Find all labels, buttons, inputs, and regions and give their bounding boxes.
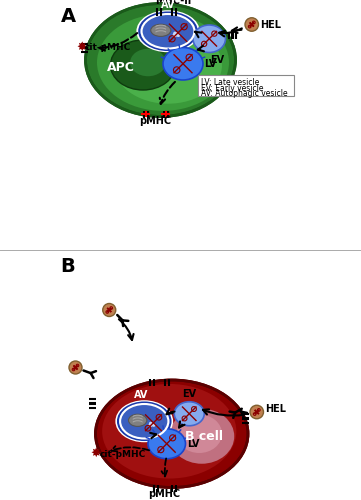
Circle shape (103, 304, 116, 316)
Ellipse shape (174, 402, 204, 426)
Text: cit-pMHC: cit-pMHC (99, 450, 145, 459)
Ellipse shape (120, 404, 168, 438)
Ellipse shape (102, 384, 236, 478)
Text: ✸: ✸ (77, 41, 87, 54)
Circle shape (148, 424, 152, 428)
Text: AV: AV (161, 0, 175, 10)
Text: ✸: ✸ (90, 447, 101, 460)
Text: HEL: HEL (261, 20, 282, 30)
Text: pMHC: pMHC (148, 489, 180, 499)
Ellipse shape (118, 402, 170, 440)
Ellipse shape (169, 409, 234, 464)
Text: B: B (61, 258, 75, 276)
Ellipse shape (163, 48, 203, 80)
Ellipse shape (177, 414, 222, 453)
Text: MHC-II: MHC-II (155, 0, 191, 6)
Circle shape (245, 18, 258, 31)
Circle shape (151, 422, 155, 426)
Circle shape (69, 361, 82, 374)
Text: pMHC: pMHC (139, 116, 171, 126)
Ellipse shape (151, 24, 171, 36)
Text: HEL: HEL (265, 404, 287, 414)
Text: EV: Early vesicle: EV: Early vesicle (201, 84, 264, 93)
Text: LV: LV (187, 439, 199, 449)
Text: B cell: B cell (185, 430, 223, 443)
Ellipse shape (139, 12, 197, 50)
Ellipse shape (116, 400, 173, 442)
Text: APC: APC (106, 61, 134, 74)
Circle shape (250, 405, 264, 419)
Circle shape (176, 33, 180, 37)
Text: LV: LV (204, 58, 217, 68)
Circle shape (152, 423, 156, 427)
Ellipse shape (148, 428, 186, 459)
Ellipse shape (110, 40, 175, 90)
FancyBboxPatch shape (198, 75, 294, 96)
Circle shape (173, 34, 177, 38)
Text: EV: EV (210, 55, 225, 65)
Ellipse shape (193, 25, 226, 52)
Text: AV: Autophagic vesicle: AV: Autophagic vesicle (201, 89, 288, 98)
Text: cit-pMHC: cit-pMHC (84, 44, 130, 52)
Ellipse shape (136, 10, 200, 52)
Ellipse shape (130, 49, 166, 76)
Text: A: A (61, 8, 75, 26)
Ellipse shape (86, 4, 235, 116)
Circle shape (173, 32, 177, 36)
Text: EV: EV (182, 389, 196, 399)
Ellipse shape (142, 14, 195, 48)
Text: LV: Late vesicle: LV: Late vesicle (201, 78, 260, 87)
Ellipse shape (129, 414, 147, 426)
Circle shape (174, 32, 178, 36)
Circle shape (150, 422, 154, 426)
Text: AV: AV (134, 390, 149, 400)
Circle shape (149, 422, 153, 426)
Circle shape (175, 32, 179, 36)
Ellipse shape (97, 14, 229, 111)
Ellipse shape (96, 380, 248, 488)
Ellipse shape (114, 26, 222, 104)
